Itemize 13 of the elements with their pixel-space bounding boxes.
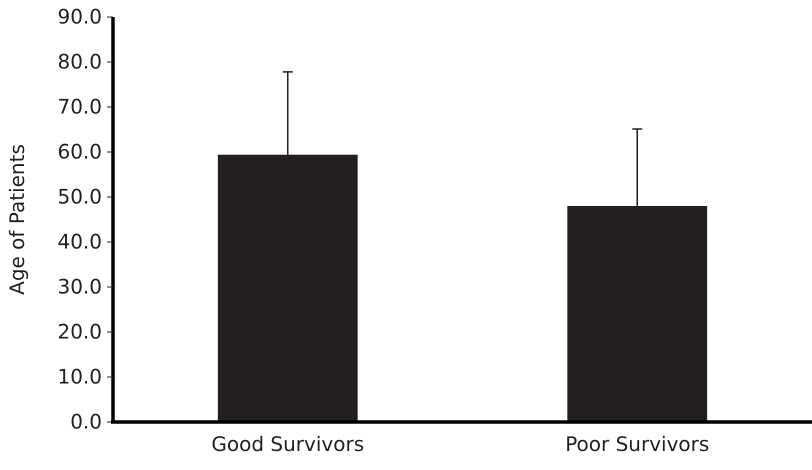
y-tick-label: 70.0 [57,94,102,118]
y-tick-label: 0.0 [70,409,102,434]
y-tick-label: 30.0 [57,274,102,298]
x-tick-label: Poor Survivors [565,432,710,456]
y-tick-label: 10.0 [57,364,102,388]
y-tick-label: 40.0 [57,229,102,254]
y-tick-label: 90.0 [57,4,102,28]
y-tick-label: 60.0 [57,139,102,164]
y-tick-label: 80.0 [57,49,102,74]
y-tick-label: 20.0 [57,319,102,344]
y-tick-label: 50.0 [57,184,102,208]
x-tick-label: Good Survivors [211,432,364,456]
y-axis-title: Age of Patients [5,144,29,295]
